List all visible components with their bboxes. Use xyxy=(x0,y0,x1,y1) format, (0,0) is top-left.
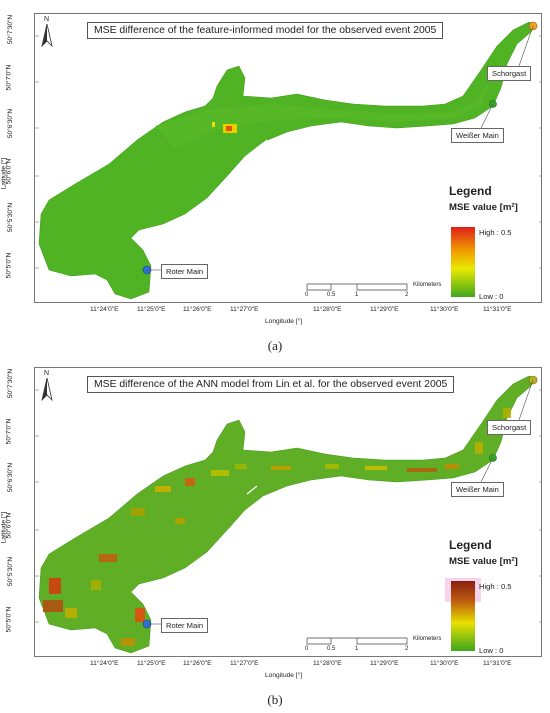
map-panel-a: N MSE difference of the feature-informed… xyxy=(34,13,542,303)
legend-subtitle: MSE value [m²] xyxy=(449,202,518,213)
scale-tick: 0 xyxy=(305,292,309,298)
river-floodplain-map-b xyxy=(35,375,541,654)
legend-subtitle: MSE value [m²] xyxy=(449,556,518,567)
lon-tick: 11°30'0"E xyxy=(430,306,459,313)
scale-unit: Kilometers xyxy=(413,636,442,642)
legend-b: Legend MSE value [m²] High : 0.5 Low : 0 xyxy=(449,538,518,655)
lon-tick: 11°27'0"E xyxy=(230,660,259,667)
north-arrow-icon: N xyxy=(41,370,53,402)
legend-color-ramp-a xyxy=(451,227,475,297)
scale-tick: 1 xyxy=(355,646,359,652)
scale-tick: 0 xyxy=(305,646,309,652)
lon-tick: 11°31'0"E xyxy=(483,306,512,313)
lat-tick: 50°5'0"N xyxy=(5,606,13,633)
floodplain-area xyxy=(38,21,536,300)
caption-b: (b) xyxy=(267,692,283,707)
scale-bar-a xyxy=(306,283,408,291)
caption-a: (a) xyxy=(267,338,283,353)
label-roter-main: Roter Main xyxy=(161,618,209,633)
lon-tick: 11°24'0"E xyxy=(90,306,119,313)
lon-tick: 11°29'0"E xyxy=(370,306,399,313)
north-arrow-icon: N xyxy=(41,16,53,48)
legend-color-ramp-b xyxy=(451,581,475,651)
scale-tick: 0.5 xyxy=(327,292,336,298)
lon-tick: 11°25'0"E xyxy=(137,306,166,313)
lat-tick: 50°5'30"N xyxy=(7,202,15,233)
lat-tick: 50°6'30"N xyxy=(7,462,15,493)
lon-tick: 11°26'0"E xyxy=(183,660,212,667)
lon-tick: 11°28'0"E xyxy=(313,306,342,313)
y-axis-label: Latitude [°] xyxy=(0,511,8,544)
legend-low: Low : 0 xyxy=(479,646,504,655)
scale-tick: 2 xyxy=(405,292,409,298)
lon-tick: 11°28'0"E xyxy=(313,660,342,667)
legend-high: High : 0.5 xyxy=(479,228,512,237)
legend-title: Legend xyxy=(449,184,492,198)
label-roter-main: Roter Main xyxy=(161,264,209,279)
lat-tick: 50°7'30"N xyxy=(7,368,15,399)
lon-tick: 11°27'0"E xyxy=(230,306,259,313)
scale-tick: 2 xyxy=(405,646,409,652)
lat-tick: 50°5'0"N xyxy=(5,252,13,279)
north-label: N xyxy=(44,370,50,377)
label-schorgast: Schorgast xyxy=(487,66,532,81)
map-panel-b: N MSE difference of the ANN model from L… xyxy=(34,367,542,657)
scale-bar-b xyxy=(306,637,408,645)
lat-tick: 50°6'30"N xyxy=(7,108,15,139)
lon-tick: 11°25'0"E xyxy=(137,660,166,667)
lon-tick: 11°29'0"E xyxy=(370,660,399,667)
lat-tick: 50°7'0"N xyxy=(5,418,13,445)
scale-unit: Kilometers xyxy=(413,282,442,288)
lat-tick: 50°7'0"N xyxy=(5,64,13,91)
legend-high: High : 0.5 xyxy=(479,582,512,591)
scale-tick: 1 xyxy=(355,292,359,298)
x-axis-label: Longitude [°] xyxy=(265,318,303,325)
label-schorgast: Schorgast xyxy=(487,420,532,435)
label-weisser-main: Weißer Main xyxy=(451,128,504,143)
lat-tick: 50°5'30"N xyxy=(7,556,15,587)
lon-tick: 11°26'0"E xyxy=(183,306,212,313)
error-patches xyxy=(43,408,511,646)
map-title: MSE difference of the ANN model from Lin… xyxy=(87,376,455,393)
legend-a: Legend MSE value [m²] High : 0.5 Low : 0 xyxy=(449,184,518,301)
lat-tick: 50°7'30"N xyxy=(7,14,15,45)
river-floodplain-map-a xyxy=(35,21,541,300)
lon-tick: 11°24'0"E xyxy=(90,660,119,667)
x-axis-label: Longitude [°] xyxy=(265,672,303,679)
label-weisser-main: Weißer Main xyxy=(451,482,504,497)
legend-low: Low : 0 xyxy=(479,292,504,301)
north-label: N xyxy=(44,16,50,23)
map-title: MSE difference of the feature-informed m… xyxy=(87,22,444,39)
scale-tick: 0.5 xyxy=(327,646,336,652)
lon-tick: 11°31'0"E xyxy=(483,660,512,667)
legend-title: Legend xyxy=(449,538,492,552)
lon-tick: 11°30'0"E xyxy=(430,660,459,667)
y-axis-label: Latitude [°] xyxy=(0,157,8,190)
